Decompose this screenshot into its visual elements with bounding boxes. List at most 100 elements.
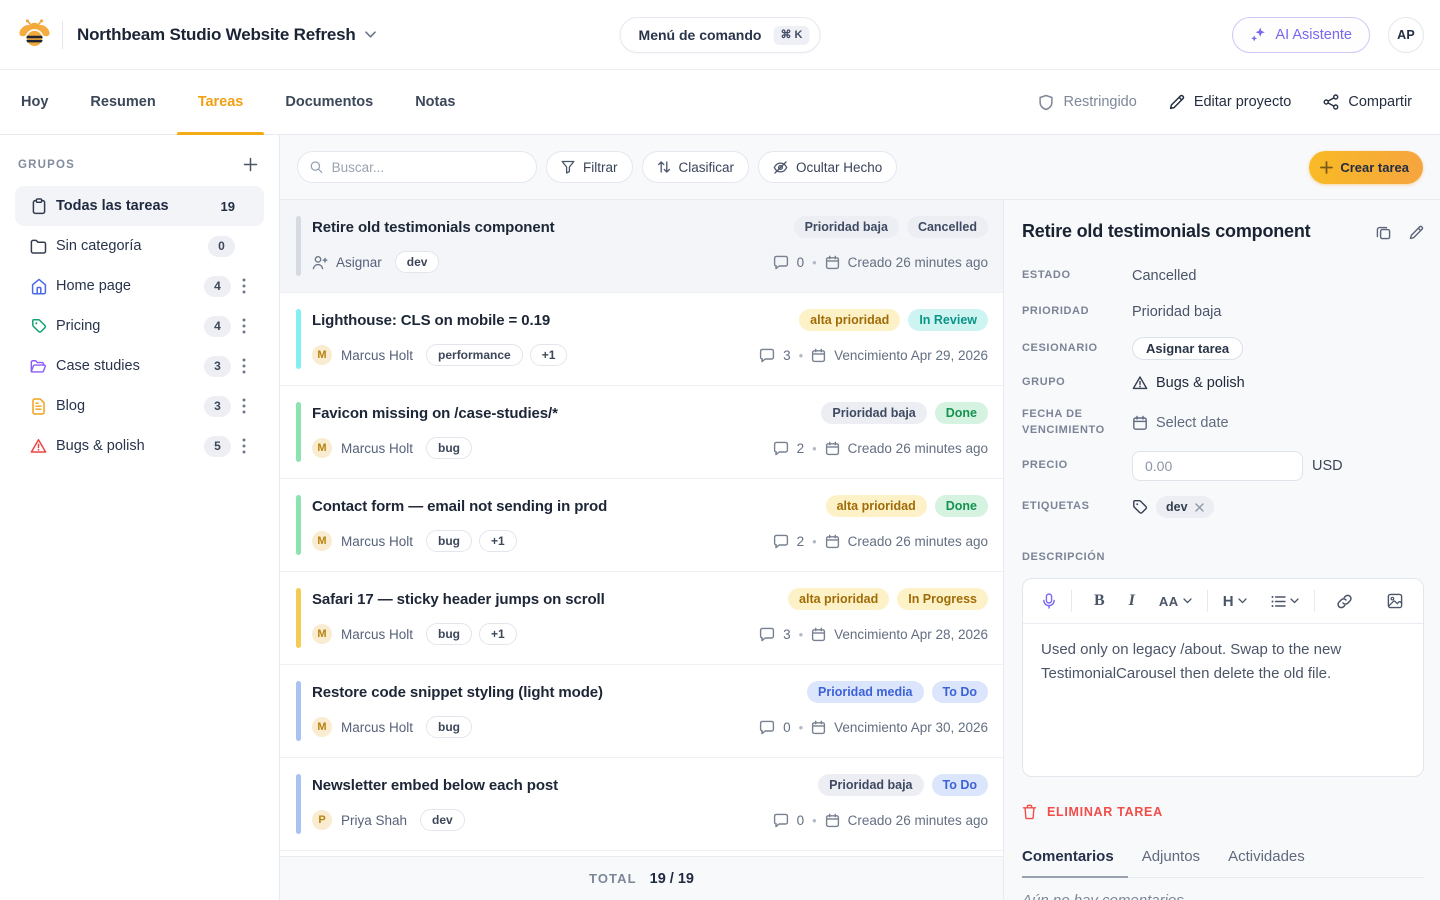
- status-accent-bar: [296, 774, 301, 834]
- sort-button[interactable]: Clasificar: [641, 151, 750, 183]
- comment-count: 3: [783, 347, 791, 363]
- detail-header: Retire old testimonials component: [1022, 221, 1424, 242]
- priority-badge: alta prioridad: [799, 309, 901, 331]
- add-group-button[interactable]: [241, 155, 260, 174]
- copy-icon[interactable]: [1376, 225, 1391, 240]
- detail-tab-comentarios[interactable]: Comentarios: [1022, 840, 1128, 878]
- hide-done-button[interactable]: Ocultar Hecho: [758, 151, 898, 183]
- font-size-button[interactable]: AA: [1154, 590, 1197, 613]
- link-button[interactable]: [1331, 589, 1358, 614]
- tab-documentos[interactable]: Documentos: [285, 94, 374, 110]
- image-button[interactable]: [1382, 589, 1408, 613]
- status-accent-bar: [296, 216, 301, 276]
- nav-action-compartir[interactable]: Compartir: [1323, 94, 1412, 110]
- field-label: PRIORIDAD: [1022, 305, 1090, 318]
- sidebar-item-label: Bugs & polish: [56, 438, 145, 454]
- task-badges: Prioridad baja Cancelled: [793, 216, 988, 238]
- status-badge: Cancelled: [906, 216, 988, 238]
- description-textarea[interactable]: Used only on legacy /about. Swap to the …: [1023, 624, 1423, 776]
- italic-button[interactable]: I: [1124, 588, 1140, 614]
- item-count: 5: [204, 435, 231, 457]
- prioridad-value[interactable]: Prioridad baja: [1132, 304, 1222, 320]
- delete-task-button[interactable]: ELIMINAR TAREA: [1022, 804, 1163, 820]
- tag-chip: dev: [394, 251, 440, 273]
- item-count: 4: [204, 275, 231, 297]
- task-badges: Prioridad media To Do: [807, 681, 988, 703]
- filter-button[interactable]: Filtrar: [546, 151, 633, 183]
- search-input[interactable]: [331, 159, 524, 175]
- kebab-menu-icon[interactable]: [239, 278, 249, 294]
- nav-actions: Restringido Editar proyecto Compartir: [1038, 70, 1412, 134]
- comment-icon: [759, 720, 775, 735]
- comment-icon: [759, 627, 775, 642]
- tab-tareas[interactable]: Tareas: [176, 70, 265, 135]
- estado-value[interactable]: Cancelled: [1132, 268, 1197, 284]
- assign-task-pill[interactable]: Asignar tarea: [1132, 337, 1244, 360]
- heading-button[interactable]: H: [1218, 589, 1252, 614]
- task-card[interactable]: Safari 17 — sticky header jumps on scrol…: [280, 572, 1003, 665]
- task-tags: bug +1: [426, 530, 517, 552]
- kebab-menu-icon[interactable]: [239, 318, 249, 334]
- sidebar-item-home-page[interactable]: Home page 4: [15, 266, 264, 306]
- filter-icon: [561, 160, 575, 174]
- status-accent-bar: [296, 309, 301, 369]
- edit-icon[interactable]: [1409, 225, 1424, 240]
- kebab-menu-icon[interactable]: [239, 358, 249, 374]
- task-card[interactable]: Favicon missing on /case-studies/* Priori…: [280, 386, 1003, 479]
- remove-tag-icon[interactable]: [1194, 502, 1204, 512]
- sidebar-item-label: Sin categoría: [56, 238, 142, 254]
- nav-action-restringido[interactable]: Restringido: [1038, 94, 1137, 111]
- list-button[interactable]: [1266, 591, 1304, 612]
- detail-fields: ESTADO Cancelled PRIORIDAD Prioridad baj…: [1022, 265, 1424, 518]
- task-card[interactable]: Newsletter embed below each post Priorida…: [280, 758, 1003, 851]
- task-badges: alta prioridad In Progress: [788, 588, 988, 610]
- task-card[interactable]: Lighthouse: CLS on mobile = 0.19 alta pri…: [280, 293, 1003, 386]
- task-date: Creado 26 minutes ago: [847, 533, 988, 549]
- due-date-picker[interactable]: Select date: [1132, 415, 1229, 431]
- detail-tab-adjuntos[interactable]: Adjuntos: [1141, 848, 1201, 865]
- sidebar-item-pricing[interactable]: Pricing 4: [15, 306, 264, 346]
- price-input[interactable]: [1132, 451, 1303, 481]
- chevron-down-icon[interactable]: [364, 31, 376, 38]
- user-avatar[interactable]: AP: [1388, 16, 1424, 53]
- nav-action-label: Restringido: [1063, 94, 1137, 110]
- tab-notas[interactable]: Notas: [415, 94, 456, 110]
- kebab-menu-icon[interactable]: [239, 398, 249, 414]
- comment-icon: [773, 255, 789, 270]
- sidebar-item-blog[interactable]: Blog 3: [15, 386, 264, 426]
- grupo-value[interactable]: Bugs & polish: [1132, 375, 1245, 391]
- kebab-menu-icon[interactable]: [239, 438, 249, 454]
- sidebar-item-sin-categor-a[interactable]: Sin categoría 0: [15, 226, 264, 266]
- detail-tab-actividades[interactable]: Actividades: [1228, 848, 1305, 865]
- sidebar-item-bugs-polish[interactable]: Bugs & polish 5: [15, 426, 264, 466]
- command-menu-button[interactable]: Menú de comando ⌘ K: [619, 17, 821, 53]
- task-tags: dev: [420, 809, 465, 831]
- ai-assistant-button[interactable]: AI Asistente: [1232, 16, 1370, 53]
- tab-resumen[interactable]: Resumen: [90, 94, 156, 110]
- create-task-button[interactable]: Crear tarea: [1309, 150, 1423, 184]
- assign-button[interactable]: Asignar: [312, 255, 382, 270]
- shield-icon: [1038, 94, 1054, 111]
- bold-button[interactable]: B: [1089, 588, 1110, 614]
- sidebar-header: GRUPOS: [15, 155, 264, 174]
- sidebar-item-case-studies[interactable]: Case studies 3: [15, 346, 264, 386]
- status-accent-bar: [296, 402, 301, 462]
- task-tags: bug: [426, 716, 473, 738]
- dot-separator: •: [812, 254, 817, 270]
- task-card[interactable]: Retire old testimonials component Priorid…: [280, 200, 1003, 293]
- alert-triangle-icon: [30, 438, 47, 455]
- nav-action-editar-proyecto[interactable]: Editar proyecto: [1169, 94, 1291, 110]
- tab-hoy[interactable]: Hoy: [21, 94, 49, 110]
- project-title: Northbeam Studio Website Refresh: [77, 24, 356, 44]
- sidebar-item-todas-las-tareas[interactable]: Todas las tareas 19: [15, 186, 264, 226]
- sidebar-item-label: Todas las tareas: [56, 198, 169, 214]
- priority-badge: Prioridad baja: [818, 774, 924, 796]
- task-meta: 0 • Vencimiento Apr 30, 2026: [759, 720, 988, 735]
- groups-sidebar: GRUPOS Todas las tareas 19 Sin categoría 0 H…: [0, 135, 280, 900]
- microphone-icon[interactable]: [1037, 589, 1061, 613]
- task-badges: Prioridad baja To Do: [818, 774, 988, 796]
- tag-chip-dev[interactable]: dev: [1156, 496, 1214, 518]
- task-card[interactable]: Contact form — email not sending in prod…: [280, 479, 1003, 572]
- comment-icon: [759, 348, 775, 363]
- task-card[interactable]: Restore code snippet styling (light mode…: [280, 665, 1003, 758]
